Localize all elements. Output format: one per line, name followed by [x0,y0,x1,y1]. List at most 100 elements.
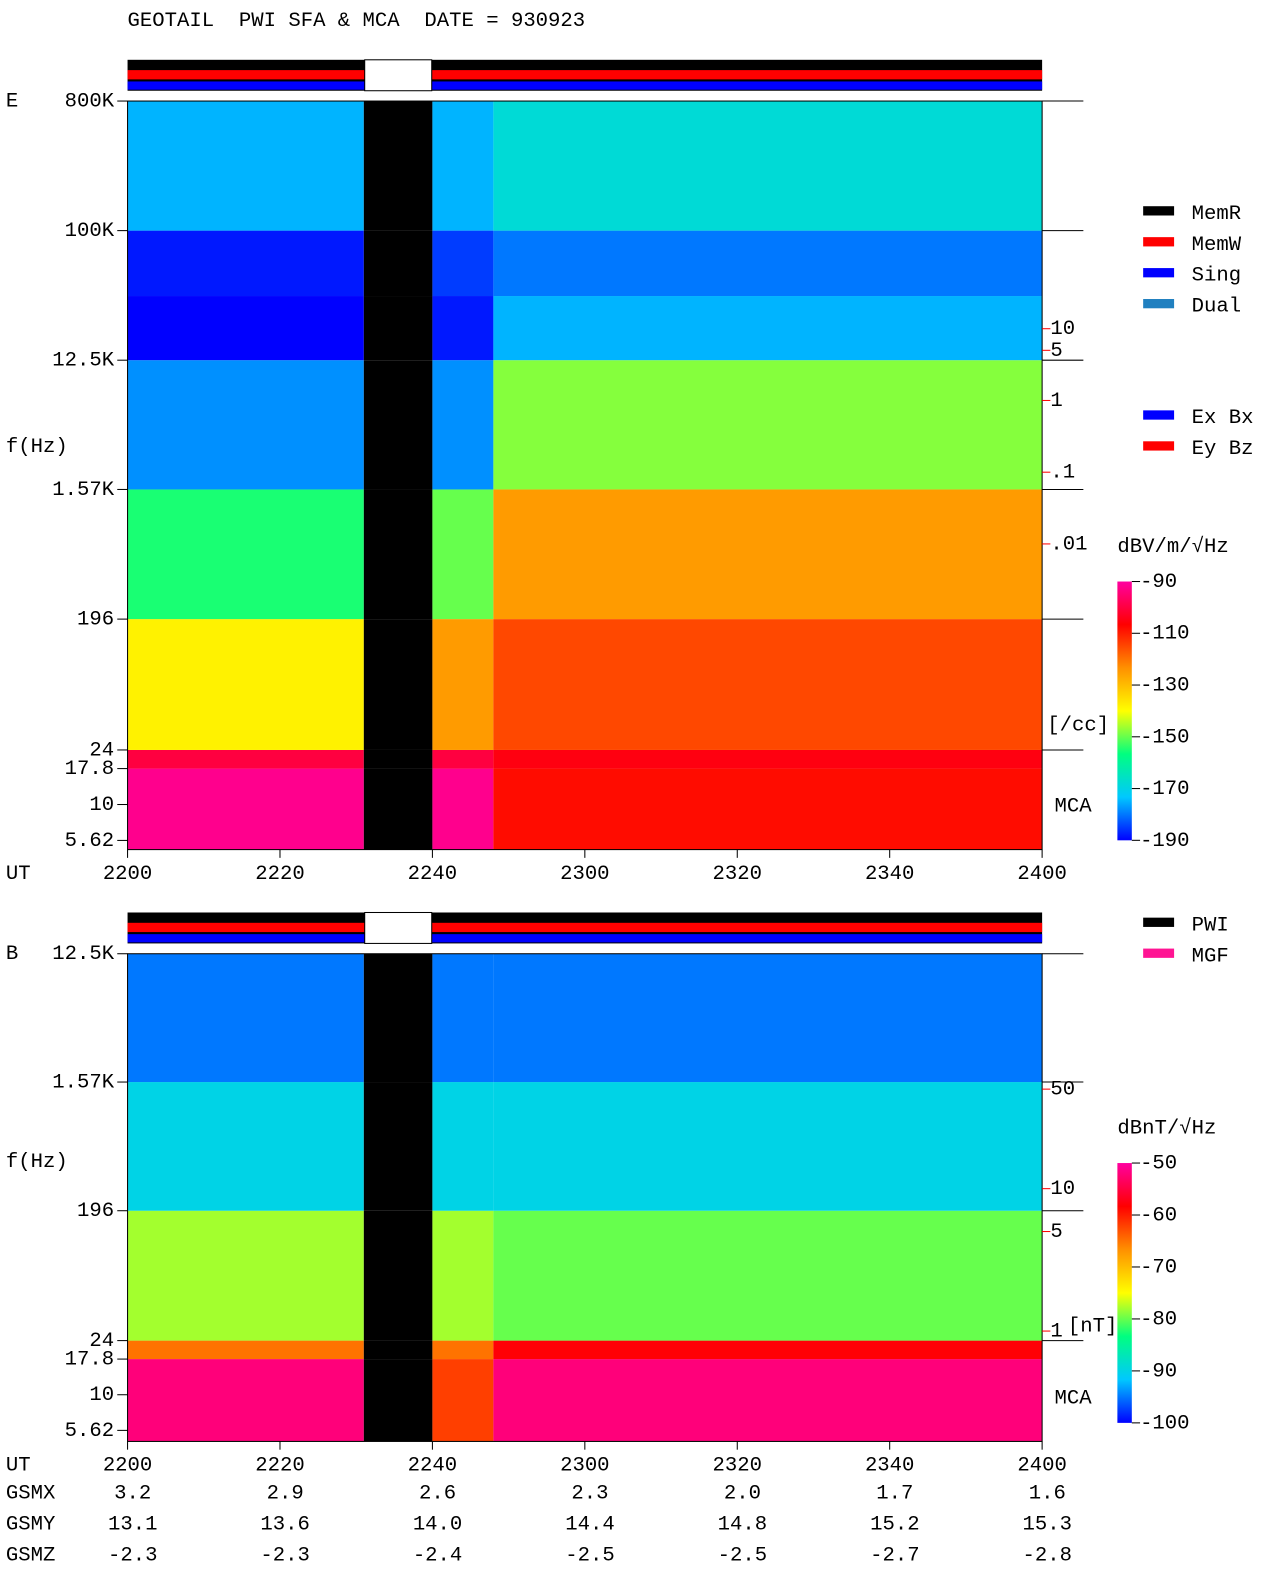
right-tick-label: 1 [1050,1321,1062,1344]
x-tick-label: 2340 [865,1455,914,1478]
data-gap [363,360,433,490]
spectrogram-cell [127,1359,364,1442]
x-tick-label: 2220 [255,1455,304,1478]
spectrogram-cell [432,296,494,361]
spectrogram-cell [127,1082,364,1211]
orbit-value: 2.6 [419,1482,456,1505]
spectrogram-cell [127,1210,364,1341]
legend-swatch [1143,206,1175,216]
spectrogram-cell [432,1359,494,1442]
right-tick-label: .1 [1050,462,1075,485]
x-tick-label: 2300 [560,1455,609,1478]
spectrogram-cell [127,619,364,750]
orbit-label: GSMZ [6,1544,55,1567]
spectrogram-cell [127,360,364,490]
spectrogram-cell [493,296,1043,361]
orbit-value: 2.0 [724,1482,761,1505]
x-tick-label: 2320 [713,863,762,886]
spectrogram-cell [127,1340,364,1360]
data-gap [363,489,433,620]
y-tick-label: 24 [89,739,114,762]
legend-label: Dual [1192,296,1241,319]
spectrogram-cell [432,749,494,769]
right-axis-unit: [/cc] [1047,714,1109,737]
spectrogram-cell [493,953,1043,1083]
orbit-value: -2.5 [565,1544,614,1567]
legend-label: Ex Bx [1192,407,1254,430]
spectrogram-cell [432,953,494,1083]
x-tick-label: 2240 [408,863,457,886]
y-tick-label: 5.62 [65,830,114,853]
spectrogram-cell [127,230,364,297]
y-axis-label: f(Hz) [6,436,68,459]
spectrogram-cell [493,360,1043,490]
y-tick-label: 24 [89,1330,114,1353]
colorbar-tick-label: -60 [1140,1204,1177,1227]
orbit-value: 1.6 [1029,1482,1066,1505]
orbit-value: -2.5 [718,1544,767,1567]
spectrogram-cell [493,1359,1043,1442]
orbit-value: 15.2 [870,1513,919,1536]
legend-swatch [1143,441,1175,451]
right-tick-label: .01 [1050,533,1087,556]
orbit-value: -2.7 [870,1544,919,1567]
spectrogram-cell [493,768,1043,850]
mode-bar-gap [364,59,433,92]
x-tick-label: 2200 [103,1455,152,1478]
spectrogram-cell [493,230,1043,297]
colorbar-label: dBV/m/√Hz [1117,535,1228,559]
spectrogram-cell [432,230,494,297]
orbit-label: GSMX [6,1482,55,1505]
colorbar-tick-label: -100 [1140,1412,1189,1435]
right-tick-label: 10 [1050,1178,1075,1201]
legend-swatch [1143,410,1175,420]
orbit-value: 2.9 [267,1482,304,1505]
orbit-value: 13.6 [260,1513,309,1536]
mode-bar-gap [364,911,433,944]
x-axis-label: UT [6,1455,31,1478]
data-gap [363,749,433,769]
right-axis-unit: [nT] [1068,1315,1117,1338]
mode-bar-red [127,70,1043,80]
x-tick-label: 2400 [1017,863,1066,886]
x-tick-label: 2200 [103,863,152,886]
spectrogram-cell [432,1210,494,1341]
colorbar-tick-label: -90 [1140,571,1177,594]
mode-bar-blue [127,81,1043,90]
title: GEOTAIL PWI SFA & MCA DATE = 930923 [128,10,586,33]
data-gap [363,1340,433,1360]
spectrogram-cell [127,953,364,1083]
colorbar-tick-label: -190 [1140,830,1189,853]
x-tick-label: 2340 [865,863,914,886]
orbit-value: -2.4 [413,1544,462,1567]
legend-swatch [1143,948,1175,958]
data-gap [363,768,433,850]
panel-label: E [6,90,18,113]
y-tick-label: 17.8 [65,1349,114,1372]
data-gap [363,296,433,361]
colorbar-tick-label: -170 [1140,778,1189,801]
data-gap [363,230,433,297]
y-tick-label: 5.62 [65,1420,114,1443]
x-tick-label: 2300 [560,863,609,886]
colorbar-tick-label: -110 [1140,623,1189,646]
orbit-value: -2.8 [1023,1544,1072,1567]
data-gap [363,619,433,750]
orbit-label: GSMY [6,1513,55,1536]
spectrogram-cell [127,296,364,361]
data-gap [363,1210,433,1341]
data-gap [363,1359,433,1442]
x-tick-label: 2320 [713,1455,762,1478]
y-tick-label: 10 [89,794,114,817]
right-tick-label: 50 [1050,1079,1075,1102]
data-gap [363,953,433,1083]
right-tick-label: 1 [1050,390,1062,413]
legend-label: MemR [1192,203,1241,226]
spectrogram-cell [432,768,494,850]
y-tick-label: 17.8 [65,758,114,781]
y-tick-label: 196 [77,1200,114,1223]
orbit-value: 1.7 [876,1482,913,1505]
right-tick-label: 5 [1050,340,1062,363]
colorbar-tick-label: -80 [1140,1308,1177,1331]
